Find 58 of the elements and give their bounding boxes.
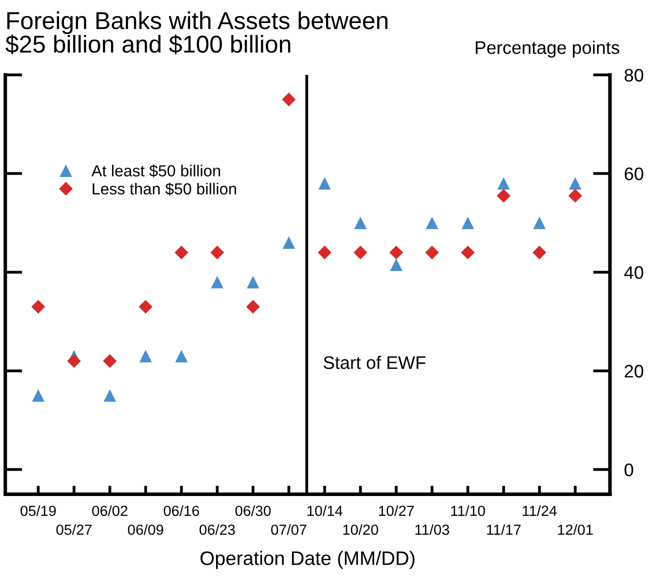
- x-tick-label: 11/24: [522, 505, 557, 516]
- point: [389, 246, 404, 260]
- y-tick-label: 20: [624, 364, 644, 378]
- point: [246, 276, 260, 288]
- x-tick-label: 07/07: [271, 524, 306, 535]
- point: [496, 188, 511, 203]
- point: [354, 246, 368, 260]
- legend-label: At least $50 billion: [91, 164, 220, 178]
- point: [426, 216, 438, 230]
- point: [568, 188, 582, 203]
- point: [175, 350, 188, 362]
- point: [497, 177, 510, 190]
- point: [532, 246, 546, 260]
- point: [246, 300, 260, 314]
- point: [104, 389, 116, 402]
- y-axis-title: Percentage points: [476, 40, 620, 58]
- point: [139, 350, 152, 362]
- x-tick-label: 06/02: [92, 505, 128, 516]
- point: [390, 258, 402, 272]
- point: [210, 276, 224, 288]
- point: [568, 177, 582, 190]
- point: [425, 246, 439, 260]
- point: [102, 354, 117, 368]
- point: [282, 92, 296, 106]
- point: [210, 246, 224, 260]
- y-tick-label: 0: [624, 463, 634, 476]
- point: [318, 177, 331, 190]
- point: [460, 246, 475, 260]
- chart-title: Foreign Banks with Assets between $25 billion and $100 billion: [6, 11, 388, 54]
- legend-label: Less than $50 billion: [92, 182, 236, 196]
- x-tick-label: 10/20: [343, 524, 378, 535]
- x-tick-label: 12/01: [558, 524, 593, 535]
- x-tick-label: 05/19: [20, 505, 56, 516]
- point: [462, 216, 474, 230]
- x-tick-label: 11/17: [487, 524, 521, 535]
- point: [282, 236, 296, 249]
- annotation: Start of EWF: [324, 356, 426, 370]
- x-tick-label: 06/30: [235, 505, 271, 516]
- x-tick-label: 10/27: [379, 505, 414, 516]
- point: [318, 246, 332, 260]
- x-tick-label: 11/03: [415, 524, 450, 535]
- x-axis-title: Operation Date (MM/DD): [200, 550, 414, 569]
- x-tick-label: 11/10: [451, 505, 485, 516]
- x-tick-label: 06/09: [128, 524, 164, 535]
- point: [533, 216, 546, 230]
- x-tick-label: 06/23: [200, 524, 235, 535]
- y-tick-label: 80: [624, 68, 644, 82]
- point: [31, 300, 46, 314]
- point: [138, 300, 153, 314]
- x-tick-label: 05/27: [56, 524, 92, 535]
- y-tick-label: 40: [624, 266, 644, 279]
- point: [67, 354, 81, 368]
- x-tick-label: 06/16: [164, 505, 200, 516]
- point: [354, 216, 367, 230]
- point: [32, 389, 44, 402]
- x-tick-label: 10/14: [308, 505, 342, 516]
- y-tick-label: 60: [624, 167, 644, 180]
- point: [174, 246, 188, 260]
